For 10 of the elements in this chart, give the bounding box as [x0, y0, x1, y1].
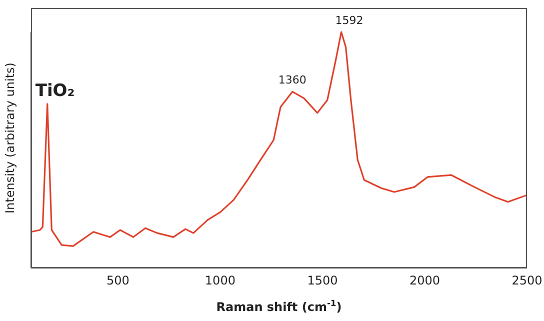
x-axis-title: Raman shift (cm$^{-1}$) [216, 298, 342, 314]
annotation: 1592 [335, 14, 364, 27]
x-tick-label: 2500 [512, 274, 542, 288]
x-tick-label: 1000 [204, 274, 236, 288]
x-tick-label: 2000 [409, 274, 440, 288]
x-tick-label: 500 [106, 274, 130, 288]
y-axis-title: Intensity (arbitrary units) [3, 62, 17, 214]
annotation: TiO₂ [35, 80, 75, 101]
x-tick-label: 1500 [307, 274, 338, 288]
annotation: 1360 [278, 74, 306, 87]
